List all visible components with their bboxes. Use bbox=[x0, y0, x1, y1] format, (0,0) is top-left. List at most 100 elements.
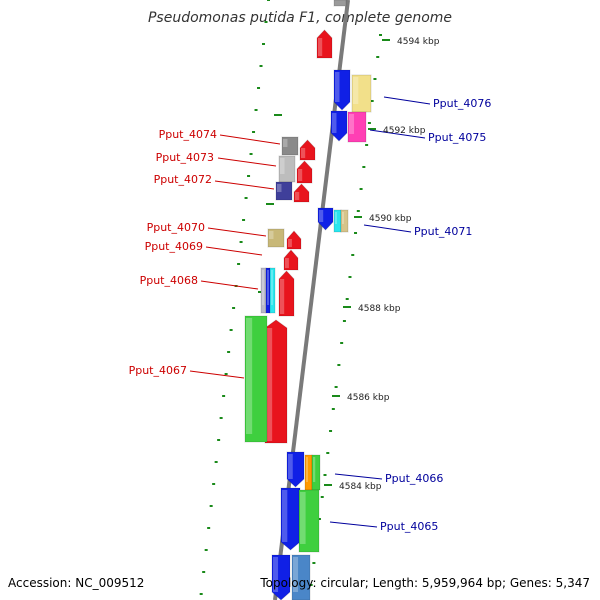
tick-mark bbox=[379, 34, 382, 36]
tick-mark bbox=[242, 219, 246, 221]
tick-mark bbox=[323, 474, 327, 476]
gene-pput-4075[interactable] bbox=[330, 110, 348, 142]
block-pput-4071-cog-2-shape bbox=[340, 209, 349, 233]
gene-label-pput-4069[interactable]: Pput_4069 bbox=[145, 240, 203, 253]
gene-label-pput-4070[interactable]: Pput_4070 bbox=[147, 221, 205, 234]
gene-label-pput-4073[interactable]: Pput_4073 bbox=[156, 151, 214, 164]
label-leader-line bbox=[200, 280, 259, 290]
tick-mark bbox=[262, 43, 266, 45]
block-pput-4065-cog[interactable] bbox=[298, 489, 320, 553]
block-top-grey[interactable] bbox=[333, 0, 347, 7]
tick-mark bbox=[348, 276, 352, 278]
label-leader-line bbox=[214, 180, 275, 190]
gene-label-pput-4074[interactable]: Pput_4074 bbox=[159, 128, 217, 141]
label-leader-line bbox=[207, 227, 267, 237]
tick-mark bbox=[337, 364, 341, 366]
tick-mark bbox=[252, 131, 256, 133]
gene-bottom-forward-1-shape bbox=[271, 554, 291, 600]
gene-pput-4068-shape bbox=[278, 270, 295, 317]
block-pput-4066-cog-2[interactable] bbox=[311, 454, 321, 491]
tick-mark bbox=[312, 562, 316, 564]
gene-label-pput-4071[interactable]: Pput_4071 bbox=[414, 225, 472, 238]
tick-mark bbox=[356, 210, 360, 212]
label-leader-line bbox=[383, 96, 431, 105]
tick-mark bbox=[320, 496, 324, 498]
label-leader-line bbox=[329, 521, 378, 528]
topology-text: Topology: circular; Length: 5,959,964 bp… bbox=[260, 576, 590, 590]
tick-mark bbox=[264, 21, 268, 23]
gene-label-pput-4068[interactable]: Pput_4068 bbox=[140, 274, 198, 287]
gene-pput-4074[interactable] bbox=[299, 139, 316, 161]
tick-mark bbox=[317, 518, 321, 520]
block-pput-4070-cog[interactable] bbox=[267, 228, 285, 248]
gene-pput-4077[interactable] bbox=[316, 29, 333, 59]
block-pput-4075-cog[interactable] bbox=[347, 111, 367, 143]
block-pput-4074-cog[interactable] bbox=[281, 136, 299, 156]
gene-pput-4076[interactable] bbox=[333, 69, 351, 111]
gene-pput-4069-shape bbox=[283, 249, 299, 271]
block-top-grey-shape bbox=[333, 0, 347, 7]
block-pput-4066-cog-1[interactable] bbox=[304, 454, 313, 491]
block-pput-4071-cog-2[interactable] bbox=[340, 209, 349, 233]
gene-pput-4070[interactable] bbox=[286, 230, 302, 250]
label-leader-line bbox=[363, 224, 412, 233]
tick-mark bbox=[249, 153, 253, 155]
gene-label-pput-4076[interactable]: Pput_4076 bbox=[433, 97, 491, 110]
accession-text: Accession: NC_009512 bbox=[8, 576, 145, 590]
gene-label-pput-4065[interactable]: Pput_4065 bbox=[380, 520, 438, 533]
tick-mark bbox=[342, 320, 346, 322]
block-pput-4068-cog-3-shape bbox=[269, 267, 276, 314]
tick-mark bbox=[345, 298, 349, 300]
tick-mark bbox=[376, 56, 380, 58]
block-pput-4068-cog-1[interactable] bbox=[260, 267, 267, 314]
block-pput-4072-cog[interactable] bbox=[275, 181, 293, 201]
tick-mark bbox=[254, 109, 258, 111]
gene-bottom-forward-1[interactable] bbox=[271, 554, 291, 600]
tick-mark bbox=[367, 122, 371, 124]
gene-pput-4067[interactable] bbox=[264, 319, 288, 444]
scale-label-4584: 4584 kbp bbox=[339, 482, 382, 492]
gene-pput-4068[interactable] bbox=[278, 270, 295, 317]
label-leader-line bbox=[334, 473, 383, 480]
block-bottom-cog[interactable] bbox=[291, 554, 311, 600]
gene-label-pput-4075[interactable]: Pput_4075 bbox=[428, 131, 486, 144]
tick-mark bbox=[209, 505, 213, 507]
tick-mark bbox=[354, 232, 358, 234]
scale-label-4594: 4594 kbp bbox=[397, 37, 440, 47]
gene-label-pput-4072[interactable]: Pput_4072 bbox=[154, 173, 212, 186]
major-tick-mark bbox=[343, 306, 351, 308]
gene-label-pput-4067[interactable]: Pput_4067 bbox=[129, 364, 187, 377]
gene-pput-4066[interactable] bbox=[286, 451, 305, 488]
tick-mark bbox=[247, 175, 251, 177]
tick-mark bbox=[359, 188, 363, 190]
tick-mark bbox=[329, 430, 333, 432]
block-pput-4068-cog-3[interactable] bbox=[269, 267, 276, 314]
tick-mark bbox=[204, 549, 208, 551]
tick-mark bbox=[239, 241, 243, 243]
gene-pput-4065[interactable] bbox=[280, 487, 301, 551]
major-tick-mark bbox=[332, 395, 340, 397]
label-leader-line bbox=[219, 134, 281, 145]
block-pput-4075-cog-shape bbox=[347, 111, 367, 143]
block-pput-4076-cog[interactable] bbox=[351, 74, 372, 113]
block-pput-4073-cog[interactable] bbox=[278, 155, 296, 183]
gene-pput-4069[interactable] bbox=[283, 249, 299, 271]
block-pput-4067-cog[interactable] bbox=[244, 315, 268, 443]
block-pput-4068-cog-2[interactable] bbox=[265, 267, 271, 314]
gene-pput-4075-shape bbox=[330, 110, 348, 142]
block-pput-4076-cog-shape bbox=[351, 74, 372, 113]
label-leader-line bbox=[369, 129, 426, 139]
major-tick-mark bbox=[324, 484, 332, 486]
gene-pput-4071[interactable] bbox=[317, 207, 334, 231]
gene-label-pput-4066[interactable]: Pput_4066 bbox=[385, 472, 443, 485]
tick-mark bbox=[207, 527, 211, 529]
gene-pput-4072[interactable] bbox=[293, 183, 310, 203]
tick-mark bbox=[229, 329, 233, 331]
gene-pput-4074-shape bbox=[299, 139, 316, 161]
tick-mark bbox=[351, 254, 355, 256]
gene-pput-4073[interactable] bbox=[296, 160, 313, 184]
gene-labels: Pput_4074 Pput_4073 Pput_4072 Pput_4070 … bbox=[129, 97, 492, 533]
block-pput-4071-cog-1[interactable] bbox=[333, 209, 342, 233]
tick-mark bbox=[219, 417, 223, 419]
